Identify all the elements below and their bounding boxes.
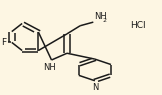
Text: HCl: HCl (130, 21, 145, 30)
Text: 2: 2 (102, 18, 106, 23)
Text: N: N (92, 83, 98, 92)
Text: NH: NH (94, 12, 107, 21)
Text: NH: NH (44, 63, 56, 72)
Text: F: F (1, 38, 7, 47)
